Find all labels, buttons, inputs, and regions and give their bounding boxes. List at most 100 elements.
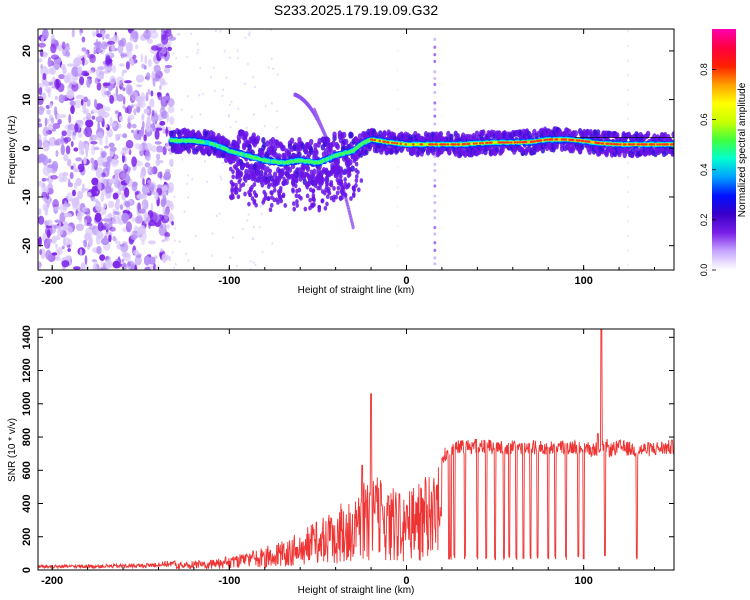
band-blob bbox=[256, 172, 261, 178]
noise-blob bbox=[40, 64, 43, 69]
noise-blob bbox=[73, 57, 81, 67]
noise-blob bbox=[102, 82, 111, 87]
noise-blob bbox=[54, 95, 58, 101]
spur-dot bbox=[433, 114, 437, 118]
noise-blob bbox=[97, 181, 102, 191]
noise-blob bbox=[153, 64, 161, 74]
band-blob bbox=[645, 130, 651, 138]
noise-blob bbox=[111, 215, 120, 225]
band-blob bbox=[235, 174, 239, 180]
band-blob bbox=[346, 173, 351, 179]
noise-blob bbox=[122, 87, 126, 92]
band-blob bbox=[311, 173, 316, 180]
carrier-peak bbox=[516, 141, 519, 144]
noise-blob bbox=[167, 36, 177, 41]
noise-blob bbox=[111, 64, 117, 73]
noise-blob bbox=[150, 202, 154, 211]
band-blob bbox=[262, 178, 266, 183]
multipath-dot bbox=[351, 224, 355, 230]
noise-blob bbox=[42, 126, 50, 137]
noise-blob bbox=[47, 183, 54, 191]
noise-blob bbox=[51, 252, 58, 256]
noise-blob bbox=[196, 42, 199, 46]
spur-dot bbox=[396, 224, 399, 228]
y-tick-label: 1400 bbox=[21, 325, 33, 349]
band-blob bbox=[271, 177, 276, 183]
noise-blob bbox=[104, 231, 113, 237]
band-blob bbox=[272, 187, 277, 193]
noise-blob bbox=[212, 66, 215, 70]
noise-blob bbox=[186, 182, 189, 185]
noise-blob bbox=[164, 254, 169, 261]
noise-blob bbox=[75, 157, 83, 162]
spur-dot bbox=[433, 225, 437, 230]
band-blob bbox=[292, 206, 297, 212]
band-blob bbox=[211, 131, 216, 138]
noise-blob bbox=[47, 238, 53, 244]
noise-blob bbox=[85, 143, 89, 155]
band-blob bbox=[352, 158, 357, 164]
band-blob bbox=[354, 174, 359, 179]
noise-blob bbox=[38, 236, 42, 247]
spur-dot bbox=[396, 127, 399, 131]
noise-blob bbox=[111, 44, 116, 52]
spectrogram-x-label: Height of straight line (km) bbox=[298, 285, 415, 296]
carrier-peak bbox=[533, 140, 537, 143]
noise-blob bbox=[229, 256, 232, 260]
band-blob bbox=[343, 192, 348, 198]
band-blob bbox=[326, 172, 331, 177]
x-tick-label: 100 bbox=[574, 575, 592, 587]
carrier-peak bbox=[543, 138, 546, 142]
x-tick-label: -200 bbox=[41, 275, 63, 287]
band-blob bbox=[382, 130, 387, 137]
noise-blob bbox=[141, 114, 144, 122]
carrier-peak bbox=[571, 139, 575, 142]
noise-blob bbox=[95, 131, 104, 141]
noise-blob bbox=[83, 218, 88, 227]
noise-blob bbox=[164, 57, 169, 62]
noise-blob bbox=[72, 131, 77, 136]
band-blob bbox=[323, 205, 328, 211]
spur-dot bbox=[626, 74, 629, 77]
noise-blob bbox=[264, 186, 267, 189]
band-blob bbox=[226, 139, 231, 146]
band-blob bbox=[447, 149, 452, 156]
noise-blob bbox=[38, 181, 44, 187]
noise-blob bbox=[173, 239, 176, 242]
noise-blob bbox=[228, 56, 231, 59]
band-blob bbox=[250, 176, 255, 182]
noise-blob bbox=[143, 108, 150, 115]
noise-blob bbox=[58, 94, 65, 104]
band-blob bbox=[354, 167, 358, 173]
band-blob bbox=[340, 184, 344, 190]
band-blob bbox=[354, 178, 359, 183]
spur-dot bbox=[433, 59, 437, 63]
noise-blob bbox=[73, 182, 78, 190]
noise-blob bbox=[68, 113, 72, 124]
noise-blob bbox=[87, 53, 96, 59]
noise-blob bbox=[175, 56, 178, 60]
band-blob bbox=[295, 203, 299, 208]
noise-blob bbox=[65, 225, 73, 235]
noise-blob bbox=[101, 86, 107, 98]
band-blob bbox=[269, 190, 273, 195]
band-blob bbox=[248, 186, 253, 192]
noise-blob bbox=[38, 215, 45, 225]
carrier-peak bbox=[550, 138, 554, 141]
noise-blob bbox=[276, 73, 279, 76]
band-blob bbox=[286, 149, 292, 156]
carrier-peak bbox=[370, 138, 374, 141]
noise-blob bbox=[123, 187, 130, 198]
noise-blob bbox=[159, 120, 166, 126]
y-tick-label: 600 bbox=[21, 461, 33, 479]
carrier-peak bbox=[555, 138, 559, 141]
noise-blob bbox=[125, 221, 132, 233]
noise-blob bbox=[90, 111, 94, 115]
band-blob bbox=[329, 182, 334, 188]
noise-blob bbox=[57, 82, 65, 93]
carrier-peak bbox=[581, 139, 585, 143]
snr-y-label: SNR (10 * v/v) bbox=[7, 418, 18, 482]
noise-blob bbox=[136, 84, 143, 88]
